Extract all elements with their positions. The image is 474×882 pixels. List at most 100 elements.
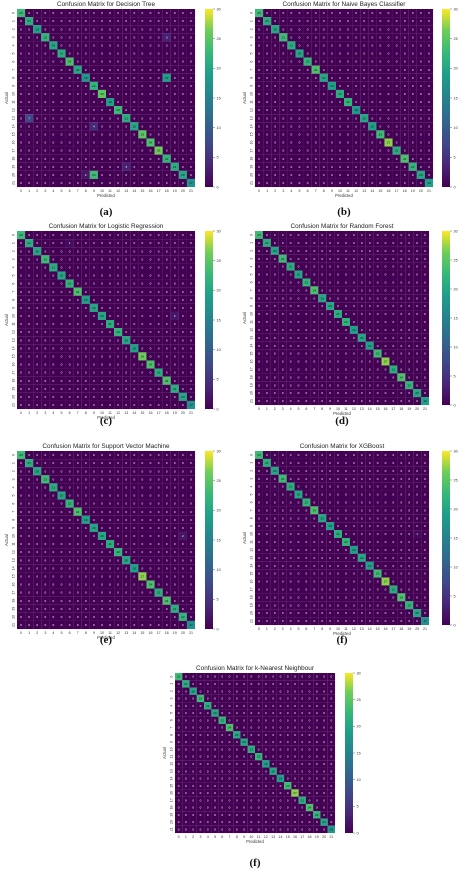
cell-value-label: 0 [274,273,276,277]
cell-value-label: 0 [345,344,347,348]
heatmap-cell [286,278,295,287]
heatmap-cell [73,57,82,66]
heatmap-cell [122,130,131,139]
cell-value-label: 0 [85,607,87,611]
chart-title: Confusion Matrix for Decision Tree [57,1,155,8]
heatmap-cell [17,89,26,99]
cell-value-label: 0 [174,274,176,278]
heatmap-cell [270,254,279,263]
heatmap-cell [357,302,366,311]
heatmap-cell [49,170,58,179]
cell-value-label: 0 [117,371,119,375]
cell-value-label: 0 [408,249,410,253]
heatmap-cell [318,246,327,255]
heatmap-cell [255,81,264,90]
x-tick-label: 9 [93,411,95,415]
cell-value-label: 19 [368,344,372,348]
cell-value-label: 0 [323,68,325,72]
heatmap-cell [138,295,147,304]
cell-value-label: 0 [117,395,119,399]
cell-value-label: 0 [158,566,160,570]
heatmap-cell [413,286,422,295]
heatmap-cell [360,162,369,171]
cell-value-label: 0 [150,469,152,473]
cell-value-label: 0 [361,399,363,403]
heatmap-cell [342,270,350,279]
heatmap-cell [49,352,58,361]
heatmap-cell [335,73,345,82]
y-tick-label: 5 [12,275,16,277]
cell-value-label: 0 [258,124,260,128]
cell-value-label: 0 [363,181,365,185]
heatmap-cell [170,311,179,321]
heatmap-cell [57,360,66,369]
heatmap-cell [186,376,196,385]
heatmap-cell [25,57,34,66]
cell-value-label: 0 [36,387,38,391]
heatmap-cell [295,170,304,179]
heatmap-cell [154,303,163,312]
cell-value-label: 0 [380,124,382,128]
heatmap-cell [365,325,374,334]
cell-value-label: 0 [266,399,268,403]
heatmap-cell [342,310,350,319]
cell-value-label: 0 [36,502,38,506]
heatmap-cell [25,98,34,107]
cell-value-label: 0 [77,469,79,473]
cell-value-label: 0 [393,241,395,245]
heatmap-cell [373,341,382,350]
colorbar-tick-label: 0 [454,403,456,407]
cell-value-label: 0 [28,27,30,31]
cell-value-label: 0 [380,27,382,31]
cell-value-label: 20 [415,391,419,395]
cell-value-label: 19 [133,566,137,570]
heatmap-cell [295,73,304,82]
heatmap-cell [413,238,422,247]
heatmap-cell [186,49,196,58]
cell-value-label: 0 [393,249,395,253]
cell-value-label: 0 [61,510,63,514]
heatmap-cell [400,25,409,34]
x-tick-label: 11 [108,189,112,193]
heatmap-cell [270,246,279,255]
heatmap-cell [33,328,42,337]
heatmap-cell [25,73,34,82]
cell-value-label: 19 [352,328,356,332]
heatmap-cell [122,81,131,90]
cell-value-label: 0 [117,534,119,538]
heatmap-cell [138,271,147,280]
heatmap-cell [295,57,304,66]
cell-value-label: 0 [385,265,387,269]
heatmap-cell [89,336,98,345]
heatmap-cell [413,278,422,287]
heatmap-cell [424,98,434,107]
cell-value-label: 27 [387,141,391,145]
cell-value-label: 0 [331,149,333,153]
cell-value-label: 0 [337,281,339,285]
cell-value-label: 0 [266,288,268,292]
heatmap-cell [122,73,131,82]
cell-value-label: 0 [158,35,160,39]
heatmap-cell [287,106,296,115]
heatmap-cell [154,122,163,131]
cell-value-label: 0 [28,494,30,498]
cell-value-label: 0 [258,60,260,64]
cell-value-label: 0 [133,355,135,359]
cell-value-label: 0 [182,403,184,407]
cell-value-label: 0 [190,92,192,96]
cell-value-label: 0 [101,116,103,120]
cell-value-label: 0 [339,52,341,56]
cell-value-label: 0 [306,249,308,253]
cell-value-label: 0 [28,11,30,15]
cell-value-label: 0 [85,379,87,383]
heatmap-cell [106,376,115,385]
cell-value-label: 0 [416,304,418,308]
heatmap-cell [311,57,320,66]
cell-value-label: 0 [393,336,395,340]
cell-value-label: 0 [345,391,347,395]
heatmap-cell [416,138,425,147]
cell-value-label: 0 [133,108,135,112]
cell-value-label: 0 [313,249,315,253]
heatmap-cell [262,341,271,350]
cell-value-label: 0 [315,52,317,56]
